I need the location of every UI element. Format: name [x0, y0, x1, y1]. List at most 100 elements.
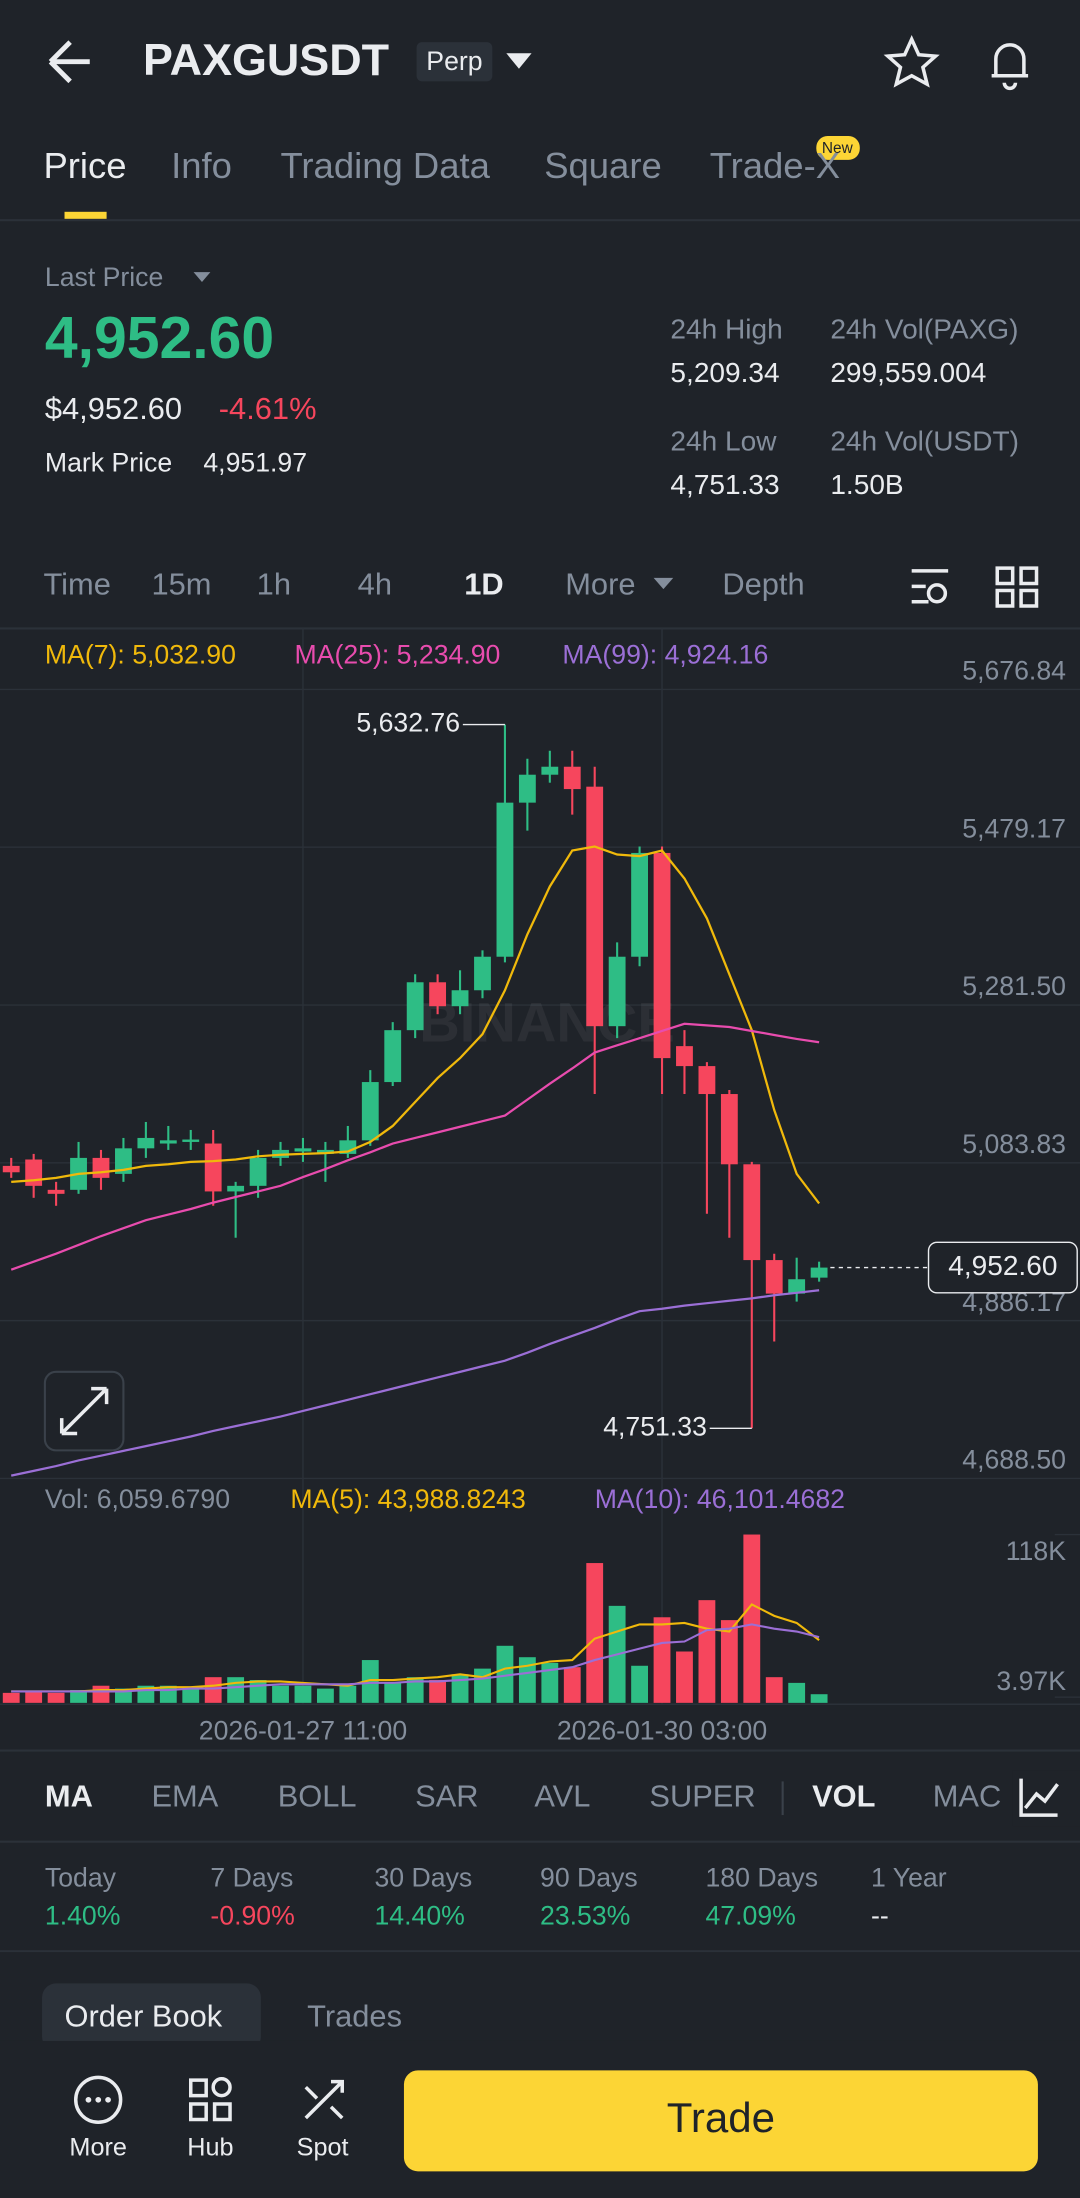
indicator-tab[interactable]: SAR [415, 1778, 478, 1813]
layout-icon[interactable] [995, 566, 1039, 608]
interval-tab[interactable]: More [565, 566, 635, 601]
new-badge: New [822, 140, 854, 157]
tab[interactable]: Price [43, 145, 126, 186]
candle-body [25, 1159, 43, 1186]
y-tick-label: 4,688.50 [962, 1445, 1066, 1475]
candle-body [788, 1279, 806, 1294]
candle-body [563, 766, 581, 790]
favorite-icon[interactable] [883, 35, 940, 88]
nav-label[interactable]: More [69, 2134, 126, 2162]
candle-body [115, 1148, 132, 1174]
indicator-settings-icon[interactable] [1019, 1778, 1059, 1817]
volume-bar [227, 1677, 245, 1703]
candle-body [586, 786, 604, 1027]
candle-body [137, 1137, 155, 1149]
stat-label: 24h Low [670, 426, 777, 457]
volume-bar [676, 1651, 693, 1703]
volume-bar [294, 1685, 312, 1703]
volume-legend: MA(5): 43,988.8243 [290, 1484, 525, 1514]
stat-value: 5,209.34 [670, 357, 779, 388]
candle-body [159, 1140, 177, 1144]
candle-body [182, 1139, 200, 1142]
volume-bar [272, 1685, 289, 1703]
indicator-tab[interactable]: BOLL [278, 1778, 357, 1813]
volume-bar [339, 1685, 357, 1703]
candle-body [47, 1189, 65, 1194]
candle-body [743, 1164, 761, 1261]
interval-tab[interactable]: Time [43, 566, 110, 601]
back-button[interactable] [48, 40, 90, 84]
stat-label: 24h Vol(PAXG) [830, 313, 1018, 344]
volume-bar [810, 1694, 828, 1703]
tab[interactable]: Trade-X [710, 145, 840, 186]
performance-label: 30 Days [374, 1863, 472, 1893]
price-type-dropdown[interactable] [193, 272, 211, 282]
performance-label: 1 Year [871, 1863, 947, 1893]
indicator-tab[interactable]: VOL [812, 1778, 875, 1813]
volume-bar [496, 1645, 514, 1703]
volume-bar [474, 1668, 491, 1703]
indicator-tab[interactable]: MAC [933, 1778, 1002, 1813]
interval-tab[interactable]: 1h [257, 566, 291, 601]
high-annotation: 5,632.76 [356, 708, 460, 738]
mark-price: 4,951.97 [203, 447, 307, 477]
more-icon[interactable] [73, 2075, 123, 2125]
nav-label[interactable]: Spot [297, 2134, 349, 2162]
hub-icon[interactable] [189, 2078, 232, 2122]
nav-label[interactable]: Hub [187, 2134, 233, 2162]
symbol-dropdown[interactable] [506, 53, 532, 69]
indicator-tab[interactable]: EMA [151, 1778, 218, 1813]
interval-tab[interactable]: Depth [722, 566, 804, 601]
volume-bar [429, 1680, 447, 1703]
tab[interactable]: Trading Data [281, 145, 491, 186]
performance-label: Today [45, 1863, 117, 1893]
volume-bar [316, 1688, 334, 1703]
last-price-tag-label: 4,952.60 [948, 1250, 1057, 1281]
ma-line [11, 845, 821, 1205]
indicator-tab[interactable]: MA [45, 1778, 93, 1813]
book-tab[interactable]: Order Book [65, 1999, 223, 2034]
indicator-tab[interactable]: SUPER [649, 1778, 755, 1813]
y-tick-label: 5,281.50 [962, 971, 1066, 1001]
ma-legend: MA(99): 4,924.16 [562, 640, 768, 670]
candle-body [361, 1082, 379, 1141]
volume-bar [563, 1667, 581, 1703]
performance-label: 7 Days [210, 1863, 293, 1893]
usd-price: $4,952.60 [45, 391, 182, 426]
ma-legend: MA(7): 5,032.90 [45, 640, 236, 670]
hub-icon [211, 2077, 232, 2098]
y-tick-label: 5,479.17 [962, 813, 1066, 843]
last-price-label: Last Price [45, 262, 163, 292]
ma-legend: MA(25): 5,234.90 [295, 640, 501, 670]
tab[interactable]: Info [171, 145, 232, 186]
book-tab[interactable]: Trades [307, 1999, 402, 2034]
trade-button[interactable] [403, 2070, 1038, 2172]
interval-tab[interactable]: 1D [464, 566, 503, 601]
price-change: -4.61% [219, 391, 317, 426]
volume-ma-line [11, 1623, 820, 1693]
volume-bar [249, 1680, 267, 1703]
volume-bar [92, 1685, 110, 1703]
indicator-tab[interactable]: AVL [534, 1778, 590, 1813]
chart-settings-icon[interactable] [911, 569, 949, 604]
candle-body [249, 1157, 267, 1186]
volume-bar [518, 1657, 536, 1703]
candle-body [204, 1143, 222, 1192]
spot-icon[interactable] [304, 2079, 344, 2120]
more-dropdown [653, 577, 674, 590]
x-tick-label: 2026-01-27 11:00 [199, 1715, 407, 1745]
volume-bar [631, 1665, 648, 1703]
stat-value: 1.50B [830, 469, 903, 500]
interval-tab[interactable]: 15m [151, 566, 211, 601]
last-price: 4,952.60 [45, 306, 274, 371]
tab[interactable]: Square [544, 145, 662, 186]
performance-value: 1.40% [45, 1901, 121, 1931]
candle-body [406, 982, 424, 1031]
interval-tab[interactable]: 4h [358, 566, 392, 601]
volume-bar [451, 1674, 469, 1703]
candle-body [316, 1149, 334, 1154]
candle-body [608, 956, 626, 1027]
volume-bar [361, 1660, 379, 1703]
stat-label: 24h Vol(USDT) [830, 426, 1019, 457]
alert-icon[interactable] [991, 43, 1029, 91]
